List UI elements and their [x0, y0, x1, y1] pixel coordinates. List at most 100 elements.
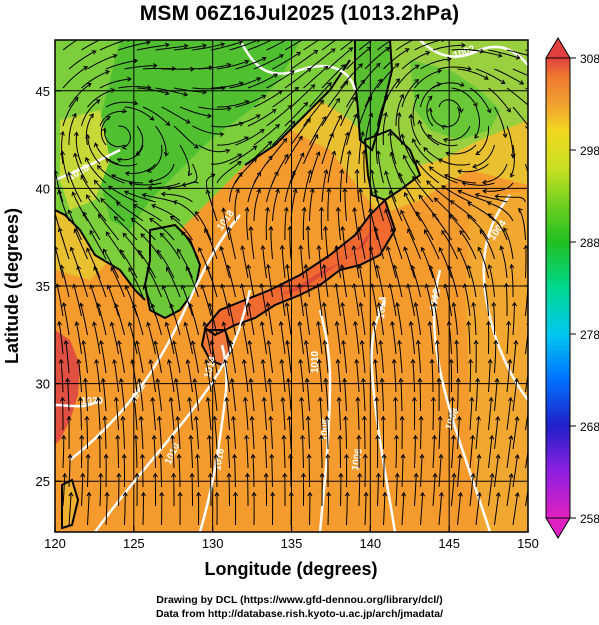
streamline-arrowhead	[76, 265, 82, 271]
streamline-arrowhead	[415, 339, 421, 345]
streamline	[266, 40, 288, 51]
streamline-arrowhead	[290, 170, 296, 176]
streamline	[361, 340, 366, 374]
streamline-arrowhead	[122, 491, 128, 497]
streamline	[400, 210, 415, 241]
streamline	[133, 204, 162, 222]
streamline	[475, 126, 489, 155]
streamline	[488, 397, 492, 431]
streamline-arrowhead	[457, 189, 463, 195]
streamline-arrowhead	[518, 207, 523, 213]
streamline	[247, 303, 255, 336]
streamline	[155, 87, 188, 96]
streamline	[494, 492, 500, 526]
streamline	[418, 120, 440, 146]
streamline	[170, 216, 193, 241]
x-tick-label: 150	[517, 536, 539, 551]
streamline-arrowhead	[358, 187, 364, 193]
streamline	[512, 106, 528, 127]
streamline-arrowhead	[124, 171, 130, 177]
streamline-arrowhead	[200, 284, 206, 290]
streamline	[369, 208, 378, 241]
streamline-arrowhead	[97, 434, 103, 440]
streamline	[446, 144, 477, 155]
streamline-arrowhead	[508, 396, 513, 402]
streamline-arrowhead	[310, 84, 316, 89]
streamline	[93, 322, 101, 355]
streamline	[403, 155, 421, 184]
streamline-arrowhead	[461, 42, 466, 48]
streamline	[68, 113, 77, 145]
streamline-arrowhead	[81, 339, 87, 345]
streamline-arrowhead	[469, 396, 475, 402]
streamline-arrowhead	[402, 154, 408, 160]
streamline-arrowhead	[228, 340, 234, 345]
streamline	[359, 302, 366, 336]
streamline	[85, 157, 107, 184]
streamline	[374, 227, 384, 260]
streamline-arrowhead	[456, 415, 462, 421]
streamline	[324, 340, 329, 374]
streamline-arrowhead	[513, 339, 519, 345]
streamline-arrowhead	[389, 151, 395, 157]
streamline-arrowhead	[384, 208, 389, 214]
map-title: MSM 06Z16Jul2025 (1013.2hPa)	[139, 2, 460, 25]
streamline	[210, 153, 242, 165]
streamline	[82, 211, 101, 241]
streamline	[303, 66, 329, 89]
streamline-arrowhead	[315, 151, 321, 157]
streamline	[173, 341, 181, 374]
streamline	[138, 250, 156, 279]
streamline-arrowhead	[137, 377, 142, 383]
streamline-arrowhead	[224, 396, 230, 402]
x-tick-label: 125	[123, 536, 145, 551]
streamline-arrowhead	[147, 185, 152, 191]
streamline-arrowhead	[406, 283, 412, 289]
streamline	[494, 68, 524, 85]
streamline-arrowhead	[249, 415, 255, 421]
streamline	[170, 397, 175, 431]
streamline	[512, 340, 517, 374]
streamline-arrowhead	[146, 267, 152, 272]
streamline-arrowhead	[188, 171, 193, 177]
wind-streamlines	[55, 40, 536, 526]
streamline	[441, 185, 471, 203]
streamline	[303, 134, 318, 165]
streamline-arrowhead	[450, 396, 456, 402]
streamline	[266, 70, 295, 89]
streamline-arrowhead	[471, 301, 477, 307]
streamline-arrowhead	[164, 321, 170, 327]
streamline	[103, 128, 125, 148]
streamline	[280, 321, 286, 355]
streamline	[281, 359, 286, 393]
streamline-arrowhead	[429, 358, 435, 364]
streamline	[327, 80, 349, 108]
streamline	[410, 114, 421, 146]
streamline	[68, 492, 72, 526]
streamline	[373, 321, 378, 355]
streamline	[201, 284, 212, 317]
streamline	[495, 195, 526, 203]
streamline-arrowhead	[532, 227, 536, 231]
streamline	[181, 285, 193, 317]
streamline	[215, 454, 218, 488]
streamline	[412, 176, 434, 203]
streamline	[168, 359, 175, 393]
streamline-arrowhead	[361, 149, 367, 155]
streamline	[327, 188, 330, 222]
streamline-arrowhead	[82, 211, 88, 217]
streamline	[364, 492, 367, 526]
streamline-arrowhead	[317, 396, 323, 402]
streamline-arrowhead	[243, 396, 248, 402]
streamline	[472, 302, 477, 336]
streamline-arrowhead	[457, 453, 463, 459]
streamline-arrowhead	[319, 472, 325, 478]
streamline	[235, 57, 267, 70]
streamline-arrowhead	[265, 263, 271, 269]
streamline-arrowhead	[245, 472, 251, 478]
streamline	[161, 193, 193, 203]
streamline-arrowhead	[287, 104, 293, 110]
streamline	[261, 321, 267, 355]
streamline	[412, 359, 415, 393]
streamline	[404, 192, 421, 222]
